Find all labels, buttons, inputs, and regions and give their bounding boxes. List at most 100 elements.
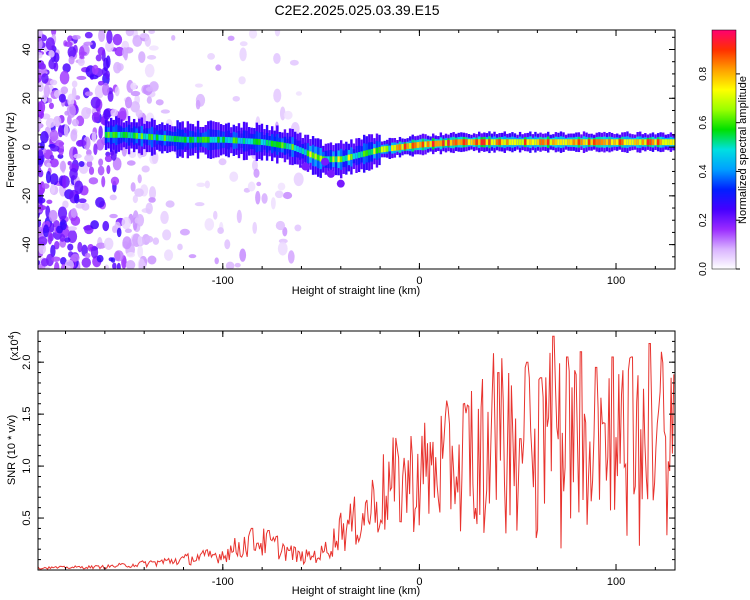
ridge-core [554, 139, 558, 146]
noise-blob [204, 180, 210, 189]
noise-blob [67, 93, 75, 107]
noise-blob [282, 191, 293, 200]
noise-blob [41, 113, 51, 120]
colorbar-tick-label: 0.6 [698, 115, 709, 129]
noise-blob [84, 252, 91, 259]
noise-blob [98, 30, 106, 43]
noise-blob [236, 209, 242, 224]
ridge-core [618, 139, 621, 146]
ridge-core [270, 140, 274, 147]
ridge-core [654, 139, 657, 146]
noise-blob [38, 244, 45, 251]
noise-blob [101, 136, 109, 146]
noise-blob [255, 190, 261, 205]
noise-blob [293, 172, 304, 187]
figure-title: C2E2.2025.025.03.39.E15 [274, 2, 439, 18]
noise-blob [38, 226, 44, 236]
snr-multiplier: (x104) [7, 331, 21, 361]
ridge-core [217, 136, 220, 143]
noise-blob [55, 140, 64, 148]
noise-blob [73, 153, 82, 159]
noise-blob [137, 245, 144, 259]
noise-blob [77, 139, 87, 147]
noise-blob [148, 30, 155, 34]
ridge-core [342, 155, 345, 162]
ridge-core [454, 139, 458, 146]
ridge-core [127, 132, 131, 139]
noise-blob [67, 226, 78, 231]
ridge-core [138, 133, 141, 139]
noise-blob [274, 190, 284, 199]
ridge-core [268, 140, 271, 147]
ridge-core [299, 147, 302, 154]
noise-blob [89, 74, 99, 80]
noise-blob [239, 41, 248, 47]
noise-blob [104, 155, 113, 163]
noise-blob [141, 165, 150, 173]
heatmap-x-axis: -100 0 100 [65, 30, 656, 287]
ridge-core [334, 156, 338, 163]
noise-blob [54, 261, 60, 269]
noise-blob [78, 161, 85, 168]
noise-blob [42, 224, 50, 238]
noise-blob [64, 259, 75, 269]
noise-blob [38, 77, 41, 83]
ridge-core [552, 139, 555, 146]
noise-blob [49, 79, 58, 86]
noise-blob [38, 81, 44, 92]
ridge-core [437, 140, 440, 147]
ridge-core [345, 155, 348, 162]
noise-blob [93, 143, 98, 156]
ridge-core [276, 141, 279, 148]
noise-blob [126, 160, 136, 166]
colorbar-tick-label: 0.8 [698, 67, 709, 81]
ridge-core [301, 148, 305, 155]
ridge-core [158, 134, 161, 141]
noise-blob [112, 262, 117, 269]
noise-blob [83, 136, 91, 150]
noise-blob [279, 106, 286, 121]
noise-blob [194, 83, 203, 88]
ridge-core [293, 145, 297, 151]
svg-text:(x104): (x104) [7, 331, 21, 361]
ridge-core [375, 147, 379, 154]
ridge-core [329, 156, 333, 163]
noise-blob [86, 160, 93, 168]
ridge-core [534, 139, 537, 146]
ridge-core [424, 141, 427, 148]
ridge-core [406, 143, 409, 150]
noise-blob [49, 173, 59, 186]
noise-blob [114, 46, 125, 57]
snr-y-axis: 0.5 1.0 1.5 2.0 [21, 340, 675, 571]
ridge-core [610, 139, 614, 146]
ridge-core [628, 139, 632, 146]
noise-blob [225, 261, 235, 269]
ridge-core [467, 139, 471, 146]
ridge-core [140, 133, 144, 140]
y-tick-label: -40 [21, 237, 33, 253]
noise-blob [83, 41, 93, 46]
ridge-core [539, 139, 542, 146]
ridge-core [641, 139, 644, 146]
ridge-core [564, 139, 568, 146]
noise-blob [110, 257, 116, 263]
ridge-core [347, 154, 351, 161]
ridge-core [281, 142, 284, 149]
ridge-core [332, 156, 335, 163]
noise-blob [218, 158, 227, 166]
y-tick-label: 0.5 [21, 510, 33, 525]
noise-blob [134, 217, 140, 224]
ridge-core [511, 139, 514, 146]
noise-blob [76, 75, 87, 80]
noise-blob [146, 96, 152, 104]
ridge-core [173, 136, 177, 142]
noise-blob [256, 181, 262, 187]
noise-blob [144, 36, 151, 47]
noise-blob [239, 248, 247, 262]
noise-blob [62, 200, 69, 209]
colorbar-gradient [711, 29, 737, 270]
noise-blob [107, 91, 114, 102]
ridge-core [145, 133, 149, 140]
ridge-core [460, 139, 463, 146]
ridge-core [373, 148, 376, 155]
